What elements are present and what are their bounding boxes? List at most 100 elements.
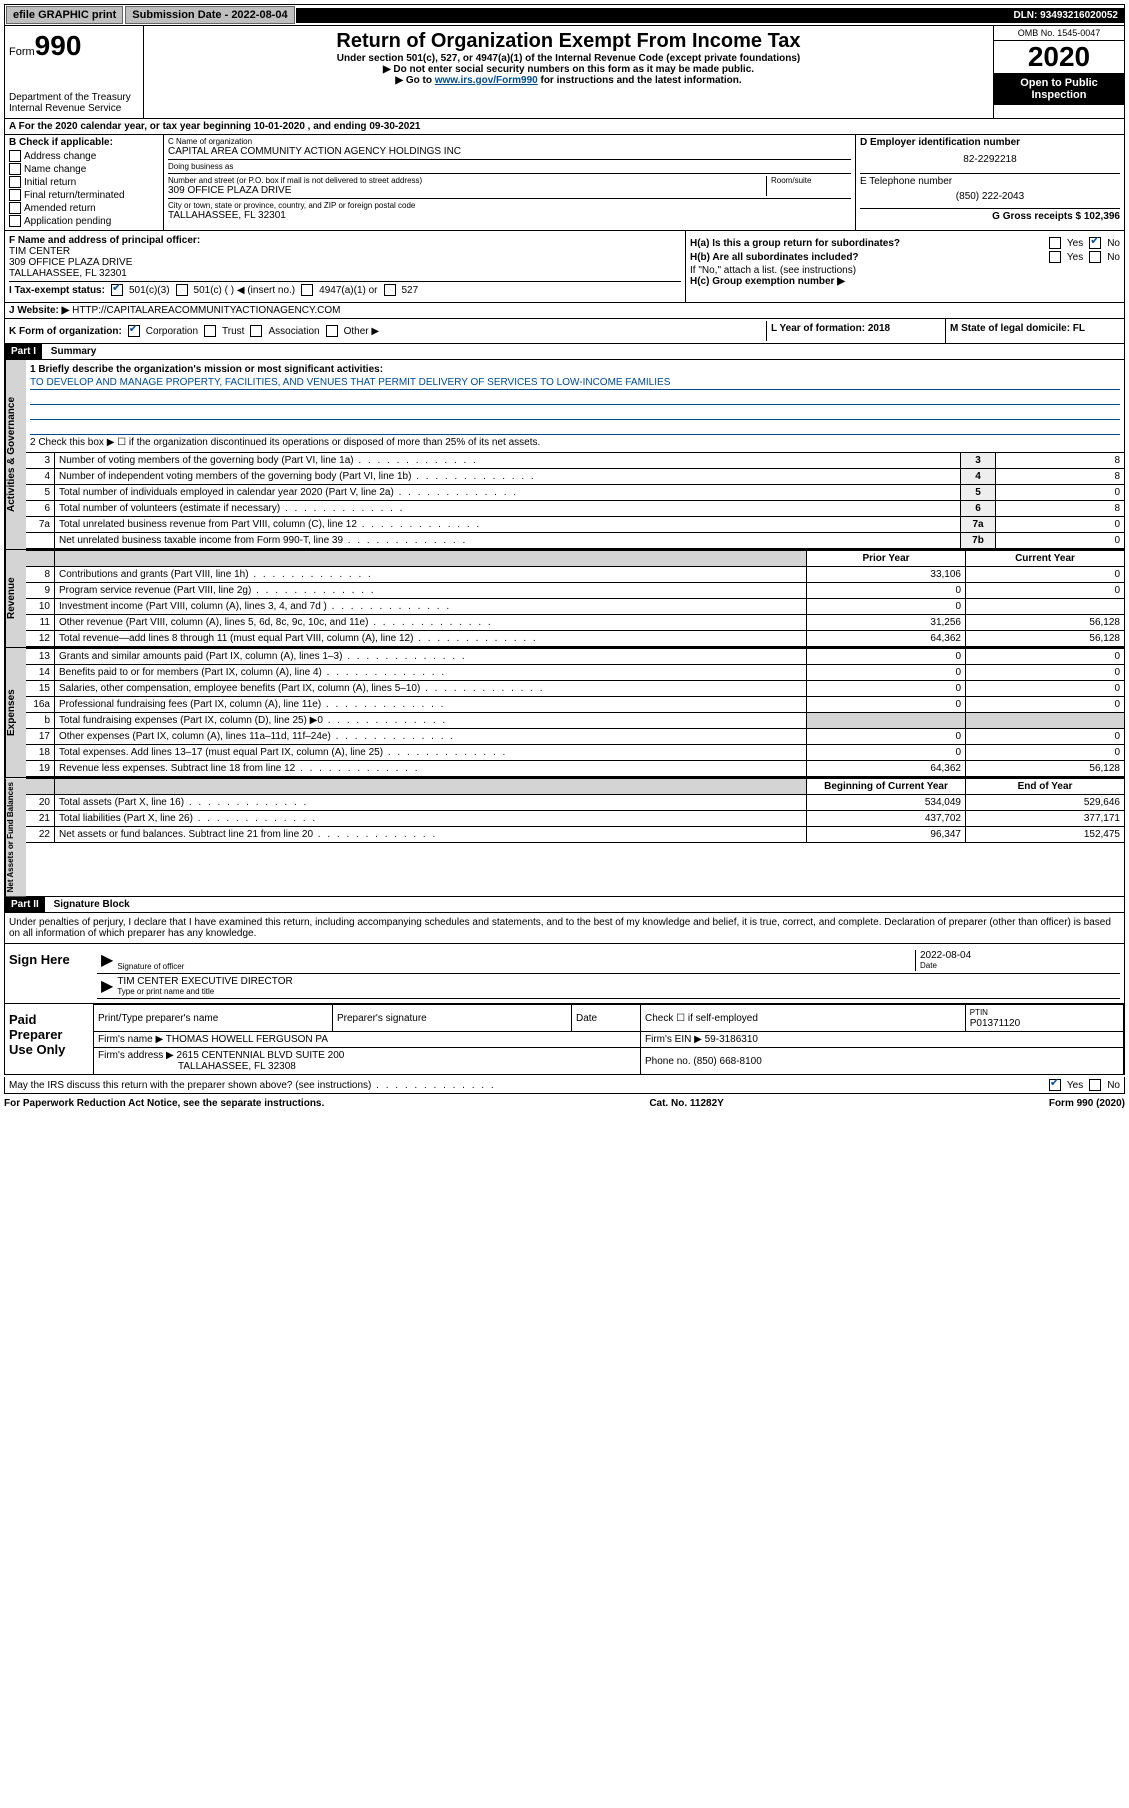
side-label-net: Net Assets or Fund Balances — [5, 778, 26, 896]
line-num: 12 — [26, 631, 55, 647]
q1-blank-line — [30, 407, 1120, 420]
phone-label: E Telephone number — [860, 176, 1120, 187]
checkbox-label: Application pending — [24, 216, 111, 227]
current-value: 0 — [966, 649, 1125, 665]
checkbox-other[interactable] — [326, 325, 338, 337]
topbar: efile GRAPHIC print Submission Date - 20… — [4, 4, 1125, 26]
line-text: Salaries, other compensation, employee b… — [55, 681, 807, 697]
gross-receipts: G Gross receipts $ 102,396 — [860, 208, 1120, 222]
q2-label: 2 Check this box ▶ ☐ if the organization… — [30, 437, 1120, 448]
expenses-table: 13Grants and similar amounts paid (Part … — [26, 648, 1124, 777]
section-j: J Website: ▶ HTTP://CAPITALAREACOMMUNITY… — [4, 303, 1125, 319]
checkbox-trust[interactable] — [204, 325, 216, 337]
table-row: 11Other revenue (Part VIII, column (A), … — [26, 615, 1124, 631]
checkbox[interactable] — [9, 215, 21, 227]
line-text: Total assets (Part X, line 16) — [55, 795, 807, 811]
line-text: Total revenue—add lines 8 through 11 (mu… — [55, 631, 807, 647]
line-value: 8 — [996, 501, 1125, 517]
line-num: 9 — [26, 583, 55, 599]
checkbox[interactable] — [9, 163, 21, 175]
prior-value: 0 — [807, 649, 966, 665]
table-row: bTotal fundraising expenses (Part IX, co… — [26, 713, 1124, 729]
checkbox-hb-yes[interactable] — [1049, 251, 1061, 263]
table-row: 7aTotal unrelated business revenue from … — [26, 517, 1124, 533]
checkbox-ha-yes[interactable] — [1049, 237, 1061, 249]
line-num: 13 — [26, 649, 55, 665]
current-value: 0 — [966, 665, 1125, 681]
line-text: Total fundraising expenses (Part IX, col… — [55, 713, 807, 729]
table-header-row: Prior YearCurrent Year — [26, 551, 1124, 567]
checkbox-527[interactable] — [384, 284, 396, 296]
officer-group-block: F Name and address of principal officer:… — [4, 231, 1125, 303]
prior-value: 0 — [807, 681, 966, 697]
line-text: Net unrelated business taxable income fr… — [55, 533, 961, 549]
section-b: B Check if applicable: Address changeNam… — [5, 135, 164, 230]
current-value: 56,128 — [966, 761, 1125, 777]
checkbox-501c3[interactable] — [111, 284, 123, 296]
section-h: H(a) Is this a group return for subordin… — [686, 231, 1124, 302]
phone-value: (850) 222-2043 — [860, 187, 1120, 206]
checkbox-corp[interactable] — [128, 325, 140, 337]
efile-button[interactable]: efile GRAPHIC print — [6, 6, 123, 24]
submission-date-button[interactable]: Submission Date - 2022-08-04 — [125, 6, 294, 24]
prep-date-label: Date — [572, 1005, 641, 1032]
checkbox-discuss-yes[interactable] — [1049, 1079, 1061, 1091]
city-label: City or town, state or province, country… — [168, 201, 851, 210]
line-text: Total expenses. Add lines 13–17 (must eq… — [55, 745, 807, 761]
dept-label: Department of the Treasury — [9, 92, 139, 103]
table-row: 17Other expenses (Part IX, column (A), l… — [26, 729, 1124, 745]
current-value: 0 — [966, 583, 1125, 599]
table-row: 16aProfessional fundraising fees (Part I… — [26, 697, 1124, 713]
line-ref: 4 — [961, 469, 996, 485]
omb-label: OMB No. 1545-0047 — [994, 26, 1124, 41]
checkbox-line: Address change — [9, 150, 159, 162]
prior-value: 64,362 — [807, 631, 966, 647]
form-prefix: Form — [9, 46, 35, 58]
checkbox[interactable] — [9, 176, 21, 188]
line-num: 17 — [26, 729, 55, 745]
checkbox[interactable] — [9, 150, 21, 162]
line-ref: 3 — [961, 453, 996, 469]
form990-link[interactable]: www.irs.gov/Form990 — [435, 75, 538, 86]
self-employed-check[interactable]: Check ☐ if self-employed — [641, 1005, 966, 1032]
prior-value: 96,347 — [807, 827, 966, 843]
officer-addr2: TALLAHASSEE, FL 32301 — [9, 268, 681, 279]
line-text: Total number of individuals employed in … — [55, 485, 961, 501]
line-num: 21 — [26, 811, 55, 827]
room-label: Room/suite — [771, 176, 851, 185]
line-value: 8 — [996, 453, 1125, 469]
checkbox-label: Amended return — [24, 203, 96, 214]
firm-ein-label: Firm's EIN ▶ — [645, 1034, 702, 1045]
prior-value: 0 — [807, 665, 966, 681]
checkbox-discuss-no[interactable] — [1089, 1079, 1101, 1091]
current-value: 152,475 — [966, 827, 1125, 843]
line-num: 8 — [26, 567, 55, 583]
checkbox[interactable] — [9, 202, 21, 214]
line-text: Revenue less expenses. Subtract line 18 … — [55, 761, 807, 777]
prep-sig-label: Preparer's signature — [333, 1005, 572, 1032]
line-ref: 6 — [961, 501, 996, 517]
checkbox[interactable] — [9, 189, 21, 201]
city-value: TALLAHASSEE, FL 32301 — [168, 210, 851, 221]
table-row: 15Salaries, other compensation, employee… — [26, 681, 1124, 697]
line-num — [26, 533, 55, 549]
table-row: 6Total number of volunteers (estimate if… — [26, 501, 1124, 517]
current-value: 0 — [966, 567, 1125, 583]
checkbox-501c[interactable] — [176, 284, 188, 296]
firm-ein-value: 59-3186310 — [705, 1034, 758, 1045]
current-value: 0 — [966, 745, 1125, 761]
prep-name-label: Print/Type preparer's name — [94, 1005, 333, 1032]
sign-here-block: Sign Here ▶ Signature of officer 2022-08… — [4, 944, 1125, 1004]
checkbox-hb-no[interactable] — [1089, 251, 1101, 263]
checkbox-assoc[interactable] — [250, 325, 262, 337]
table-row: 18Total expenses. Add lines 13–17 (must … — [26, 745, 1124, 761]
paid-preparer-label: Paid Preparer Use Only — [5, 1004, 93, 1074]
checkbox-4947[interactable] — [301, 284, 313, 296]
table-row: 8Contributions and grants (Part VIII, li… — [26, 567, 1124, 583]
table-header-row: Beginning of Current YearEnd of Year — [26, 779, 1124, 795]
tax-year: 2020 — [994, 41, 1124, 73]
table-row: Net unrelated business taxable income fr… — [26, 533, 1124, 549]
checkbox-ha-no[interactable] — [1089, 237, 1101, 249]
footer-left: For Paperwork Reduction Act Notice, see … — [4, 1098, 324, 1109]
line-text: Benefits paid to or for members (Part IX… — [55, 665, 807, 681]
